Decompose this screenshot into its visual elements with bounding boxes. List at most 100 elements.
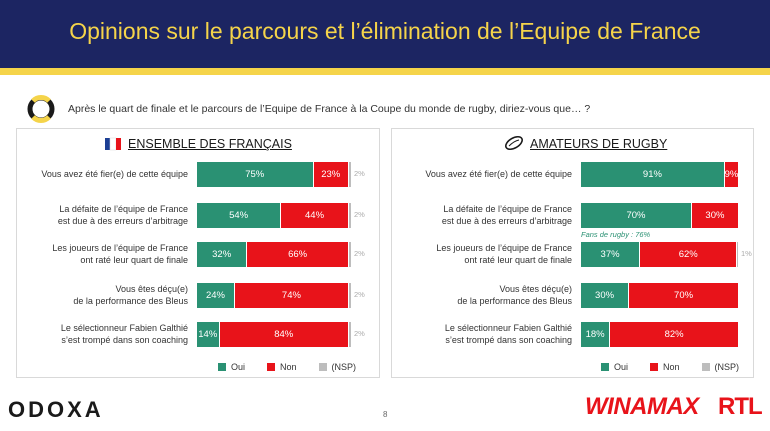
bar-segment-oui: 24% [197, 282, 234, 308]
panel-ensemble: ENSEMBLE DES FRANÇAIS [16, 128, 380, 378]
category-label-line: Vous êtes déçu(e) [115, 284, 188, 294]
bar-segment-oui: 70% [581, 202, 691, 228]
winamax-logo: WINAMAX [585, 393, 699, 420]
panel-title-amateurs: AMATEURS DE RUGBY [530, 137, 668, 151]
data-label: 54% [229, 209, 249, 221]
odoxa-logo: ODOXA [8, 397, 104, 422]
bar-segment-oui: 32% [197, 241, 247, 267]
data-label: 30% [705, 209, 725, 221]
category-label-line: Les joueurs de l’équipe de France [52, 243, 188, 253]
data-label: 18% [585, 328, 605, 340]
category-label-amateurs: Le sélectionneur Fabien Galthié s’est tro… [445, 322, 572, 346]
stacked-bar-ensemble: 14% 84% [197, 321, 351, 347]
category-label-line: est due à des erreurs d’arbitrage [57, 216, 188, 226]
legend-label-non: Non [663, 362, 680, 372]
category-label-amateurs: Vous êtes déçu(e) de la performance des B… [457, 283, 572, 307]
odoxa-q-icon [27, 95, 55, 123]
stacked-bar-ensemble: 32% 66% [197, 241, 351, 267]
data-label: 74% [281, 289, 301, 301]
category-label-ensemble: Le sélectionneur Fabien Galthié s’est tro… [61, 322, 188, 346]
legend-item-non: Non [650, 362, 680, 372]
legend-label-non: Non [280, 362, 297, 372]
data-label-nsp: 2% [354, 290, 365, 299]
france-flag-icon [105, 137, 121, 151]
bar-segment-nsp [347, 161, 351, 187]
category-label-amateurs: Les joueurs de l’équipe de France ont rat… [436, 242, 572, 266]
legend-label-nsp: (NSP) [714, 362, 740, 372]
legend-swatch-non [267, 363, 276, 371]
bar-segment-non: 44% [280, 202, 348, 228]
legend-item-non: Non [267, 362, 297, 372]
data-label: 14% [198, 328, 218, 340]
stacked-bar-amateurs: 30% 70% [581, 282, 738, 308]
legend-label-oui: Oui [231, 362, 246, 372]
bar-segment-non: 84% [218, 321, 348, 347]
legend-swatch-nsp [701, 363, 710, 371]
data-label: 70% [626, 209, 646, 221]
bar-segment-nsp [347, 282, 351, 308]
data-label: 84% [274, 328, 294, 340]
category-label-line: ont raté leur quart de finale [464, 255, 572, 265]
category-label-line: s’est trompé dans son coaching [61, 335, 188, 345]
data-label-nsp: 1% [741, 249, 752, 258]
data-label: 82% [664, 328, 684, 340]
category-label-ensemble: La défaite de l’équipe de France est due … [58, 203, 188, 227]
legend-label-nsp: (NSP) [331, 362, 357, 372]
bar-segment-non: 82% [609, 321, 738, 347]
stacked-bar-ensemble: 75% 23% [197, 161, 351, 187]
page-number: 8 [383, 410, 388, 419]
data-label: 9% [724, 168, 738, 180]
category-label-line: s’est trompé dans son coaching [445, 335, 572, 345]
data-label: 70% [674, 289, 694, 301]
data-label: 37% [600, 248, 620, 260]
category-label-line: Le sélectionneur Fabien Galthié [60, 323, 188, 333]
data-label: 75% [245, 168, 265, 180]
category-label-line: de la performance des Bleus [457, 296, 572, 306]
panel-amateurs: AMATEURS DE RUGBY [391, 128, 754, 378]
bar-segment-non: 66% [246, 241, 348, 267]
bar-segment-non: 62% [639, 241, 737, 267]
header-accent-stripe [0, 68, 770, 75]
bar-segment-non: 23% [312, 161, 348, 187]
data-label: 44% [305, 209, 325, 221]
panel-title-ensemble: ENSEMBLE DES FRANÇAIS [128, 137, 292, 151]
rtl-logo: RTL [718, 393, 763, 420]
bar-segment-nsp [347, 202, 351, 228]
bar-segment-non: 70% [628, 282, 738, 308]
legend-item-oui: Oui [601, 362, 628, 372]
stacked-bar-ensemble: 24% 74% [197, 282, 351, 308]
legend-swatch-non [650, 363, 659, 371]
data-label: 91% [642, 168, 662, 180]
stacked-bar-amateurs: 18% 82% [581, 321, 738, 347]
bar-segment-oui: 91% [581, 161, 724, 187]
legend-item-oui: Oui [218, 362, 245, 372]
legend-swatch-oui [601, 363, 609, 371]
bar-segment-non: 30% [690, 202, 738, 228]
category-label-line: de la performance des Bleus [73, 296, 188, 306]
data-label-nsp: 2% [354, 210, 365, 219]
data-label: 62% [678, 248, 698, 260]
stacked-bar-amateurs: 70% 30% [581, 202, 738, 228]
bar-segment-non: 74% [233, 282, 348, 308]
category-label-line: ont raté leur quart de finale [80, 255, 188, 265]
bar-segment-oui: 30% [581, 282, 629, 308]
category-label-line: Les joueurs de l’équipe de France [436, 243, 572, 253]
category-label-ensemble: Vous êtes déçu(e) de la performance des B… [73, 283, 188, 307]
category-label-line: Vous avez été fier(e) de cette équipe [425, 169, 572, 179]
legend-swatch-oui [218, 363, 226, 371]
category-label-line: La défaite de l’équipe de France [443, 204, 572, 214]
category-label-line: Vous avez été fier(e) de cette équipe [41, 169, 188, 179]
category-label-amateurs: La défaite de l’équipe de France est due … [442, 203, 572, 227]
bar-segment-nsp [347, 241, 351, 267]
data-label-nsp: 2% [354, 249, 365, 258]
stacked-bar-amateurs: 37% 62% [581, 241, 738, 267]
bar-segment-oui: 37% [581, 241, 640, 267]
category-label-line: Le sélectionneur Fabien Galthié [444, 323, 572, 333]
page-title: Opinions sur le parcours et l’éliminatio… [69, 18, 701, 44]
category-label-line: est due à des erreurs d’arbitrage [441, 216, 572, 226]
bar-segment-non: 9% [723, 161, 738, 187]
data-label: 24% [205, 289, 225, 301]
data-label: 66% [288, 248, 308, 260]
legend-ensemble: Oui Non (NSP) [218, 362, 356, 372]
legend-swatch-nsp [318, 363, 327, 371]
